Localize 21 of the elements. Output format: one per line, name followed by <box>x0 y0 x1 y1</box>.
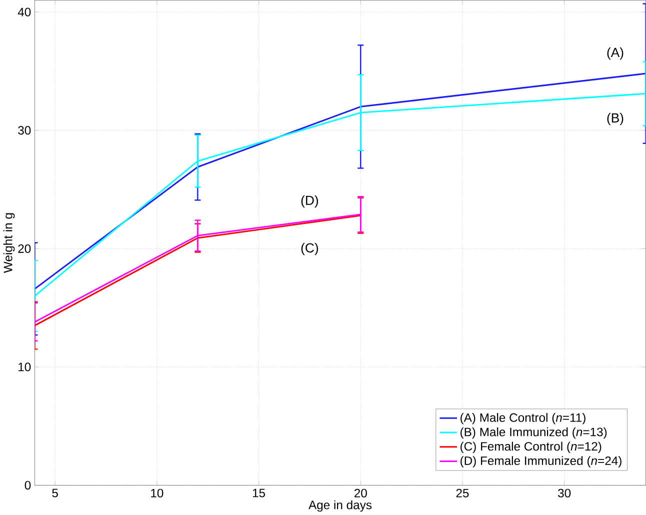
x-tick-label: 25 <box>456 488 469 498</box>
y-tick-label: 0 <box>24 480 31 490</box>
x-tick-label: 5 <box>52 488 58 498</box>
legend-label: (A) Male Control (n=11) <box>460 412 586 424</box>
y-tick-label: 20 <box>18 244 31 253</box>
legend-label: (B) Male Immunized (n=13) <box>460 427 607 439</box>
x-tick-label: 10 <box>151 488 164 498</box>
legend-label: (D) Female Immunized (n=24) <box>460 456 622 468</box>
annotation: (A) <box>607 47 624 60</box>
x-axis-title: Age in days <box>308 500 372 512</box>
annotation: (C) <box>301 242 318 256</box>
annotation: (B) <box>607 112 624 126</box>
annotation: (D) <box>301 195 318 208</box>
y-axis-title: Weight in g <box>3 213 15 273</box>
y-tick-label: 30 <box>18 126 31 135</box>
x-tick-label: 15 <box>252 488 266 498</box>
legend-label: (C) Female Control (n=12) <box>460 442 602 454</box>
y-tick-label: 10 <box>18 362 31 372</box>
x-tick-label: 30 <box>558 488 571 498</box>
x-tick-label: 20 <box>354 488 367 498</box>
y-tick-label: 40 <box>18 8 31 16</box>
